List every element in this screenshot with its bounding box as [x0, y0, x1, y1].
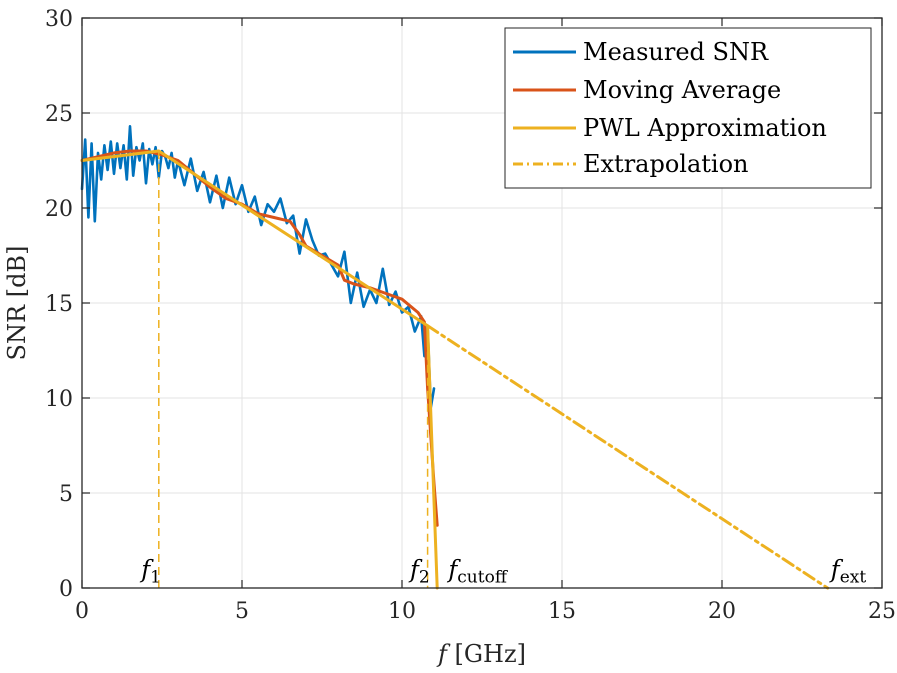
series-layer [80, 125, 830, 590]
y-tick-label: 5 [59, 482, 73, 507]
legend-entry-pwl: PWL Approximation [513, 114, 827, 142]
legend: Measured SNR Moving Average PWL Approxim… [504, 27, 872, 189]
legend-box [504, 27, 872, 189]
annotation-subscript: 1 [150, 568, 161, 588]
x-axis-label-unit: [GHz] [447, 640, 526, 668]
x-tick-label: 25 [868, 599, 896, 624]
y-tick-label: 30 [45, 7, 73, 32]
annotation-subscript: cutoff [457, 568, 509, 588]
y-tick-label: 10 [45, 387, 73, 412]
x-axis-label: f [GHz] [436, 640, 526, 668]
annotation-subscript: ext [840, 568, 867, 588]
y-tick-label: 15 [45, 292, 73, 317]
y-tick-label: 20 [45, 197, 73, 222]
legend-entry-measured: Measured SNR [513, 38, 769, 66]
legend-entry-extrapolation: Extrapolation [513, 150, 749, 178]
series-moving-average [80, 149, 439, 527]
annotation-subscript: 2 [419, 568, 430, 588]
x-tick-label: 5 [235, 599, 249, 624]
x-tick-label: 0 [75, 599, 89, 624]
x-tick-label: 20 [708, 599, 736, 624]
series-extrapolation [426, 324, 830, 590]
y-tick-label: 0 [59, 577, 73, 602]
series-pwl-approximation [80, 149, 439, 590]
legend-label-pwl: PWL Approximation [583, 114, 827, 142]
x-tick-label: 10 [388, 599, 416, 624]
y-tick-label: 25 [45, 102, 73, 127]
x-tick-label: 15 [548, 599, 576, 624]
legend-label-moving-average: Moving Average [583, 76, 781, 104]
tick-layer: 0 5 10 15 20 25 0 5 10 15 20 25 30 [45, 7, 896, 624]
y-axis-label: SNR [dB] [3, 246, 31, 361]
legend-label-measured: Measured SNR [583, 38, 769, 66]
legend-label-extrapolation: Extrapolation [583, 150, 749, 178]
legend-entry-moving-average: Moving Average [513, 76, 781, 104]
